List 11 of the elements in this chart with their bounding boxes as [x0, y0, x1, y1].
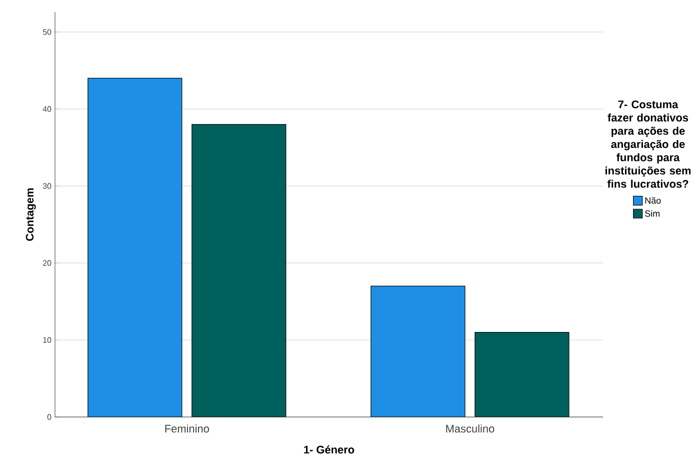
x-axis-title: 1- Género	[304, 445, 354, 454]
legend-title: 7- Costuma fazer donativos para ações de angariação de fundos para instituições sem fins lucrativos?	[606, 100, 691, 188]
bar	[88, 78, 182, 417]
bar	[474, 332, 570, 417]
legend-label: Não	[645, 197, 661, 204]
bar	[192, 124, 286, 417]
bar	[370, 286, 466, 417]
x-tick-label: Masculino	[446, 424, 494, 433]
legend-label: Sim	[645, 210, 660, 217]
y-axis-title: Contagem	[26, 188, 36, 241]
x-tick-label: Feminino	[165, 424, 209, 433]
